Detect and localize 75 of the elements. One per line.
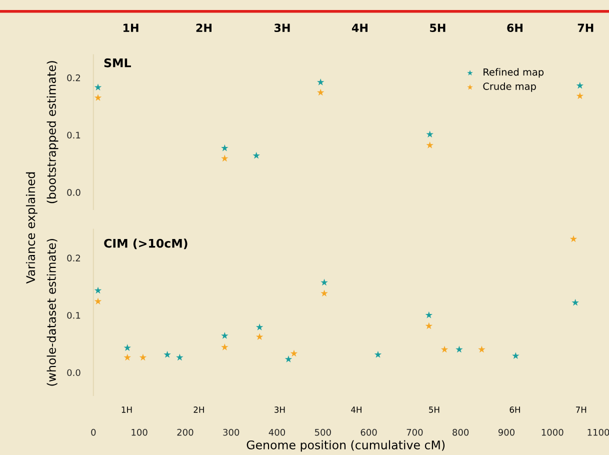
point	[290, 350, 298, 357]
x-tick-label: 1100	[588, 428, 609, 436]
point	[256, 333, 264, 340]
point	[124, 354, 131, 361]
point	[570, 235, 578, 242]
y-tick-label: 0.1	[67, 312, 80, 319]
point	[374, 350, 382, 358]
legend-label: Crude map	[483, 82, 536, 92]
point	[221, 144, 228, 152]
chart-title: SML	[104, 58, 131, 68]
point	[139, 354, 147, 361]
point	[456, 346, 463, 353]
point	[284, 356, 292, 362]
y-axis-title: (whole-dataset estimate)	[46, 239, 58, 386]
text: 5H	[430, 24, 446, 32]
text: 2H	[194, 406, 204, 413]
point	[124, 344, 131, 351]
point	[426, 142, 434, 148]
text: 1H	[124, 24, 138, 32]
x-tick-label: 300	[223, 428, 240, 436]
x-tick-label: 100	[132, 428, 148, 436]
text: Variance explained	[26, 172, 38, 284]
x-tick-label: 0	[91, 428, 96, 436]
point	[440, 346, 448, 353]
y-tick-label: 0.2	[67, 74, 80, 82]
y-tick-label: 0.0	[67, 369, 80, 376]
y-tick-label: 0.1	[67, 132, 80, 139]
point	[320, 278, 328, 286]
point	[256, 323, 264, 330]
text: 4H	[352, 24, 368, 32]
point	[320, 290, 328, 297]
point	[512, 352, 520, 359]
y-tick-label: 0.0	[67, 189, 80, 196]
point	[176, 354, 184, 361]
x-tick-label: 600	[360, 428, 377, 436]
text: 7H	[576, 406, 586, 413]
point	[426, 130, 434, 138]
text: CIM (>10cM)	[104, 238, 188, 250]
x-tick-label: 700	[406, 428, 423, 436]
x-tick-label: 400	[268, 428, 286, 436]
x-tick-label: 900	[498, 428, 515, 436]
y-tick-label: 0.2	[67, 254, 80, 262]
text: 4H	[351, 406, 362, 413]
point	[572, 298, 579, 306]
point	[94, 84, 102, 91]
text: 2H	[196, 24, 212, 32]
text: 1H	[122, 406, 132, 413]
text: 6H	[510, 406, 520, 413]
point	[252, 152, 260, 159]
text: 3H	[274, 24, 290, 32]
point	[425, 322, 433, 330]
text: 3H	[274, 406, 285, 413]
text: 6H	[507, 24, 522, 32]
point	[221, 154, 228, 162]
x-tick-label: 800	[452, 428, 469, 436]
legend-label: Refined map	[484, 68, 544, 78]
point	[316, 78, 324, 86]
y-axis-title: (bootstrapped estimate)	[46, 61, 58, 204]
point	[221, 332, 228, 339]
point	[478, 346, 486, 353]
point	[94, 286, 102, 294]
x-axis-title: Genome position (cumulative cM)	[246, 440, 445, 452]
point	[425, 311, 433, 318]
point	[576, 92, 584, 100]
x-tick-label: 500	[314, 428, 331, 436]
text: 7H	[578, 24, 594, 32]
point	[316, 88, 324, 96]
x-tick-label: 200	[177, 428, 194, 436]
point	[164, 350, 171, 358]
point	[221, 343, 228, 350]
x-tick-label: 1000	[542, 428, 564, 436]
point	[94, 298, 102, 305]
point	[94, 94, 102, 101]
point	[576, 82, 584, 89]
text: 5H	[429, 406, 440, 413]
